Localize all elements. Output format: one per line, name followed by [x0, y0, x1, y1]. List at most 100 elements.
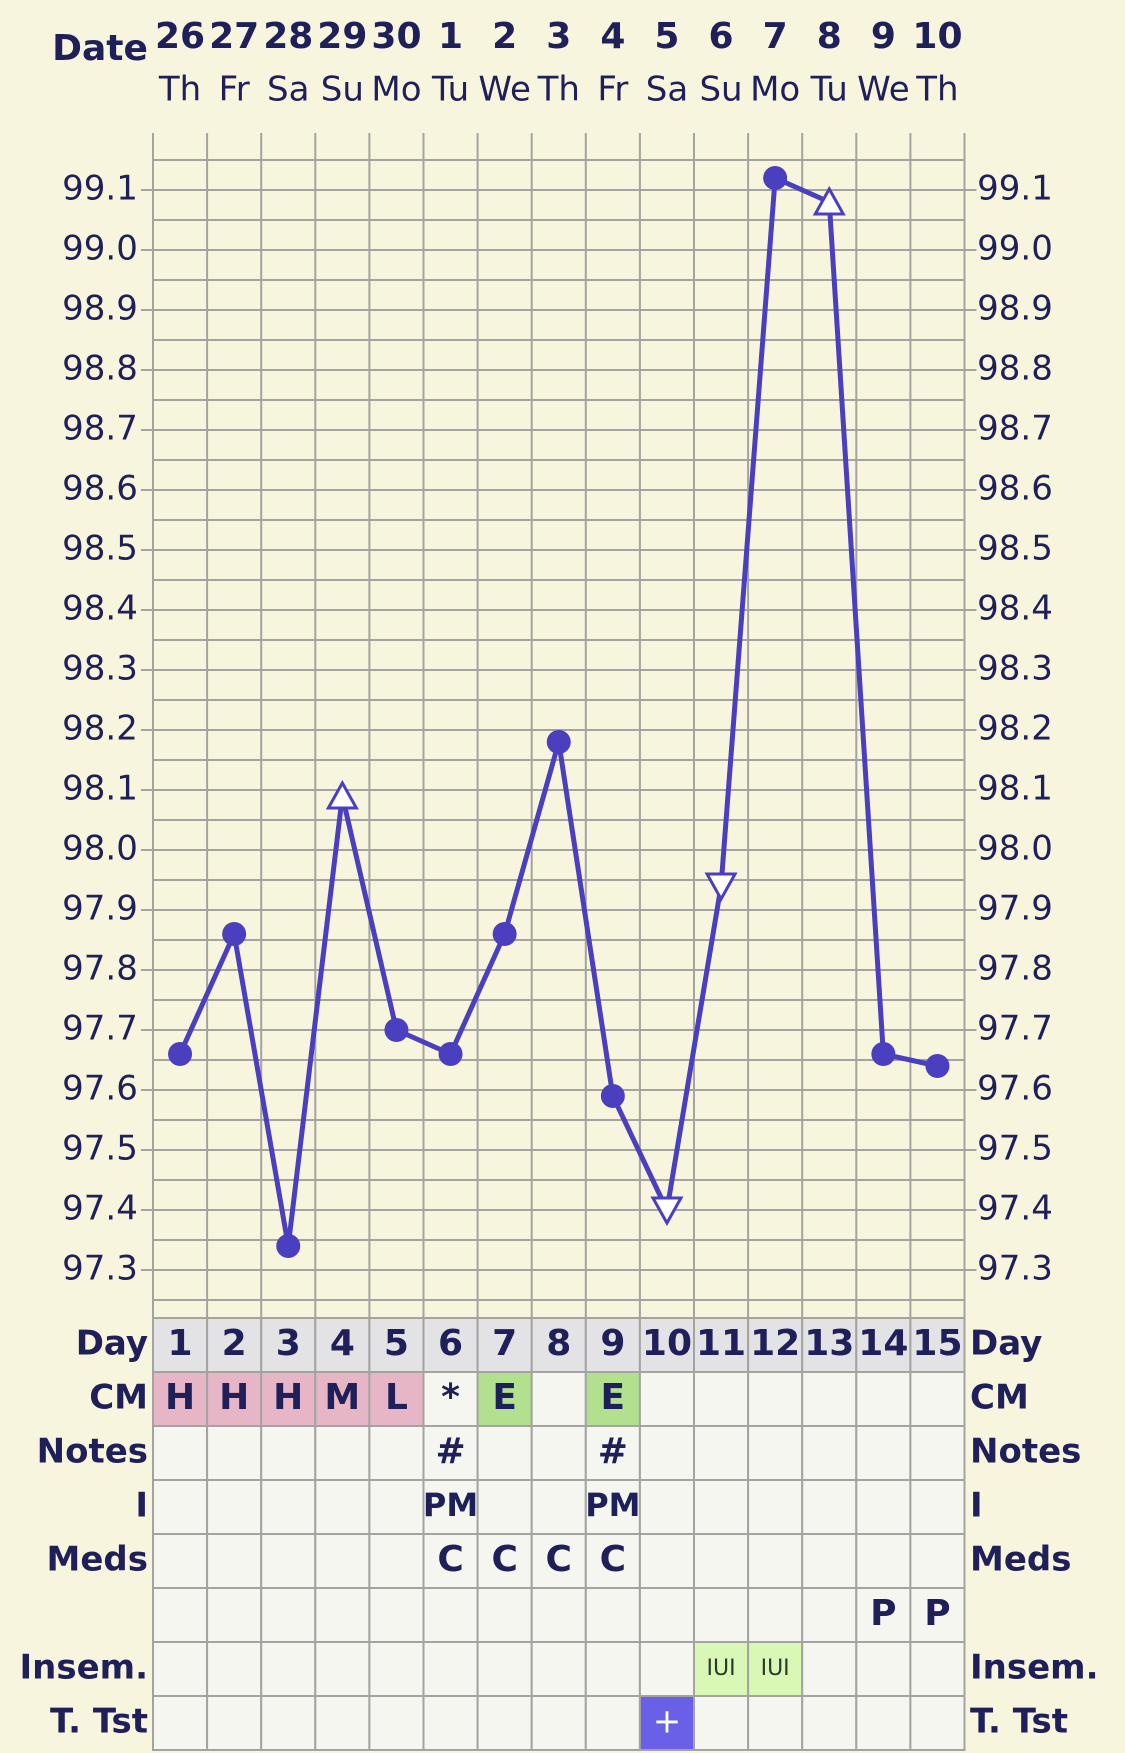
- weekday-label: Th: [915, 70, 958, 110]
- table-cell: [584, 1641, 641, 1697]
- table-cell: [693, 1425, 750, 1481]
- date-label: 6: [709, 16, 734, 57]
- date-label: 1: [438, 16, 463, 57]
- temperature-point: [168, 1042, 193, 1066]
- table-cell: [693, 1479, 750, 1535]
- table-cell: [801, 1479, 858, 1535]
- table-cell-value: C: [546, 1539, 572, 1580]
- table-cell: [530, 1587, 587, 1643]
- table-cell: [152, 1533, 209, 1589]
- table-cell: [855, 1479, 912, 1535]
- table-cell: [530, 1425, 587, 1481]
- table-cell: [801, 1695, 858, 1751]
- table-cell: [260, 1641, 317, 1697]
- table-cell-value: 7: [492, 1323, 517, 1364]
- y-tick-label-right: 97.5: [977, 1129, 1053, 1169]
- date-label: 7: [763, 16, 788, 57]
- table-cell: [747, 1479, 804, 1535]
- table-cell: [747, 1587, 804, 1643]
- table-cell: [801, 1587, 858, 1643]
- table-cell-value: +: [653, 1702, 682, 1742]
- table-cell-value: 1: [168, 1323, 193, 1364]
- weekday-label: Su: [321, 70, 364, 110]
- table-cell: [530, 1695, 587, 1751]
- weekday-label: Th: [158, 70, 201, 110]
- weekday-label: Mo: [371, 70, 421, 110]
- table-cell: [314, 1695, 371, 1751]
- y-tick-label-right: 97.6: [977, 1069, 1053, 1109]
- table-cell-value: #: [598, 1431, 628, 1472]
- table-cell-value: P: [924, 1593, 950, 1634]
- weekday-label: Sa: [646, 70, 688, 110]
- table-cell-value: 8: [546, 1323, 571, 1364]
- table-cell-value: L: [385, 1377, 408, 1418]
- table-cell: [422, 1371, 479, 1427]
- row-label-left: Day: [76, 1324, 148, 1364]
- table-cell: [909, 1371, 966, 1427]
- table-cell-value: #: [435, 1431, 465, 1472]
- table-cell: [368, 1533, 425, 1589]
- y-tick-label-left: 97.6: [62, 1069, 138, 1109]
- y-tick-label-left: 98.2: [62, 709, 138, 749]
- y-tick-label-left: 99.0: [62, 229, 138, 269]
- table-cell: [476, 1425, 533, 1481]
- table-cell: [206, 1371, 263, 1427]
- y-tick-label-left: 97.3: [62, 1249, 138, 1289]
- table-cell: [747, 1425, 804, 1481]
- table-cell: [368, 1317, 425, 1373]
- table-cell-value: 6: [438, 1323, 463, 1364]
- table-cell: [584, 1587, 641, 1643]
- table-cell: [368, 1641, 425, 1697]
- table-cell: [314, 1587, 371, 1643]
- date-label: 29: [317, 16, 367, 57]
- table-cell: [368, 1479, 425, 1535]
- date-label: 9: [871, 16, 896, 57]
- y-tick-label-right: 98.3: [977, 649, 1053, 689]
- table-cell: [422, 1641, 479, 1697]
- table-cell-value: PM: [423, 1486, 478, 1524]
- table-cell: [260, 1695, 317, 1751]
- temperature-point-open-down: [650, 1196, 684, 1227]
- table-cell-value: 14: [858, 1323, 908, 1364]
- temperature-point: [222, 922, 247, 946]
- table-cell-value: E: [492, 1377, 517, 1418]
- weekday-label: Tu: [431, 70, 469, 110]
- y-tick-label-right: 98.6: [977, 469, 1053, 509]
- y-tick-label-left: 98.9: [62, 289, 138, 329]
- y-tick-label-right: 98.1: [977, 769, 1053, 809]
- table-cell: [476, 1641, 533, 1697]
- y-tick-label-right: 98.5: [977, 529, 1053, 569]
- y-tick-label-right: 97.7: [977, 1009, 1053, 1049]
- table-cell: [206, 1425, 263, 1481]
- date-label: 5: [654, 16, 679, 57]
- table-cell: [260, 1587, 317, 1643]
- y-tick-label-left: 97.7: [62, 1009, 138, 1049]
- table-cell-value: 13: [804, 1323, 854, 1364]
- table-cell: [801, 1533, 858, 1589]
- y-tick-label-left: 98.1: [62, 769, 138, 809]
- date-label: 4: [600, 16, 625, 57]
- table-cell: [152, 1317, 209, 1373]
- y-tick-label-right: 98.7: [977, 409, 1053, 449]
- y-tick-label-left: 98.6: [62, 469, 138, 509]
- table-cell: [314, 1533, 371, 1589]
- table-cell: [476, 1479, 533, 1535]
- y-tick-label-right: 97.3: [977, 1249, 1053, 1289]
- table-cell-value: P: [870, 1593, 896, 1634]
- date-label: 3: [546, 16, 571, 57]
- table-cell: [530, 1317, 587, 1373]
- table-cell: [584, 1317, 641, 1373]
- table-cell: [638, 1641, 696, 1697]
- table-cell-value: C: [437, 1539, 463, 1580]
- weekday-label: Mo: [750, 70, 800, 110]
- weekday-label: Fr: [597, 70, 628, 110]
- row-label-right: I: [970, 1486, 983, 1526]
- y-tick-label-left: 98.0: [62, 829, 138, 869]
- y-tick-label-left: 99.1: [62, 169, 138, 209]
- table-cell: [314, 1641, 371, 1697]
- y-tick-label-left: 97.4: [62, 1189, 138, 1229]
- y-tick-label-left: 98.8: [62, 349, 138, 389]
- table-cell: [909, 1587, 966, 1643]
- temperature-point: [276, 1234, 301, 1258]
